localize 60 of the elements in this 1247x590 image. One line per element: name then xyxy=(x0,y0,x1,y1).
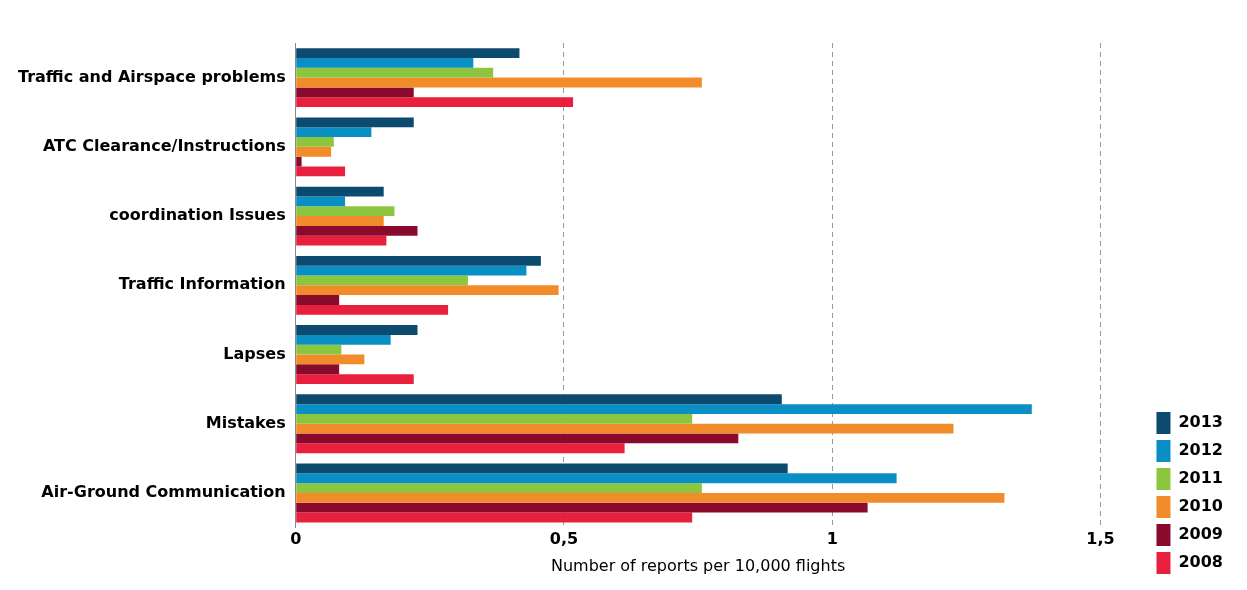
bar xyxy=(296,275,468,286)
bar xyxy=(296,354,365,365)
bar xyxy=(296,235,387,246)
bar xyxy=(296,473,897,484)
x-axis-title: Number of reports per 10,000 flights xyxy=(550,555,846,575)
bar xyxy=(296,206,395,217)
bar xyxy=(296,364,340,375)
bar xyxy=(296,304,449,315)
bar xyxy=(296,67,494,78)
bar xyxy=(296,156,302,167)
x-tick-label: 1,5 xyxy=(1086,529,1115,549)
bar xyxy=(296,394,782,405)
bar xyxy=(296,502,868,513)
y-tick-label: coordination Issues xyxy=(109,205,286,225)
bar xyxy=(296,117,414,128)
legend-label: 2011 xyxy=(1178,468,1223,488)
y-tick-label: Mistakes xyxy=(205,412,286,432)
bar xyxy=(296,295,340,305)
bar xyxy=(296,483,702,493)
bar xyxy=(296,48,520,58)
bar xyxy=(296,423,954,434)
bar xyxy=(296,87,414,98)
bar xyxy=(296,186,384,197)
bar xyxy=(296,492,1005,503)
legend-label: 2009 xyxy=(1178,524,1223,544)
bar xyxy=(296,285,559,296)
bar xyxy=(296,325,418,335)
bar xyxy=(296,265,527,276)
bar xyxy=(296,166,346,177)
bar xyxy=(296,413,693,424)
legend-label: 2012 xyxy=(1178,440,1223,460)
bar xyxy=(296,146,332,157)
y-tick-label: Traffic Information xyxy=(118,274,286,294)
bar xyxy=(296,137,334,147)
y-tick-label: ATC Clearance/Instructions xyxy=(42,136,286,155)
bar xyxy=(296,196,346,207)
bar xyxy=(296,127,372,138)
bar xyxy=(296,443,625,454)
legend-label: 2013 xyxy=(1178,412,1223,432)
bar xyxy=(296,344,342,355)
bar xyxy=(296,433,739,444)
bar xyxy=(296,225,418,236)
bar xyxy=(296,97,574,108)
bar xyxy=(296,463,788,474)
y-tick-label: Lapses xyxy=(223,343,286,363)
bar xyxy=(296,512,693,523)
legend-label: 2008 xyxy=(1178,552,1223,572)
bar xyxy=(296,404,1032,414)
bar xyxy=(296,255,541,266)
bar xyxy=(296,334,391,345)
x-tick-label: 1 xyxy=(826,529,838,549)
bar xyxy=(296,374,414,384)
bar xyxy=(296,58,474,68)
bar xyxy=(296,216,384,226)
bar xyxy=(296,77,702,88)
x-tick-label: 0,5 xyxy=(549,529,579,549)
y-tick-label: Air-Ground Communication xyxy=(41,482,286,502)
x-tick-label: 0 xyxy=(290,529,302,549)
y-tick-label: Traffic and Airspace problems xyxy=(17,66,286,86)
legend-label: 2010 xyxy=(1178,496,1223,516)
